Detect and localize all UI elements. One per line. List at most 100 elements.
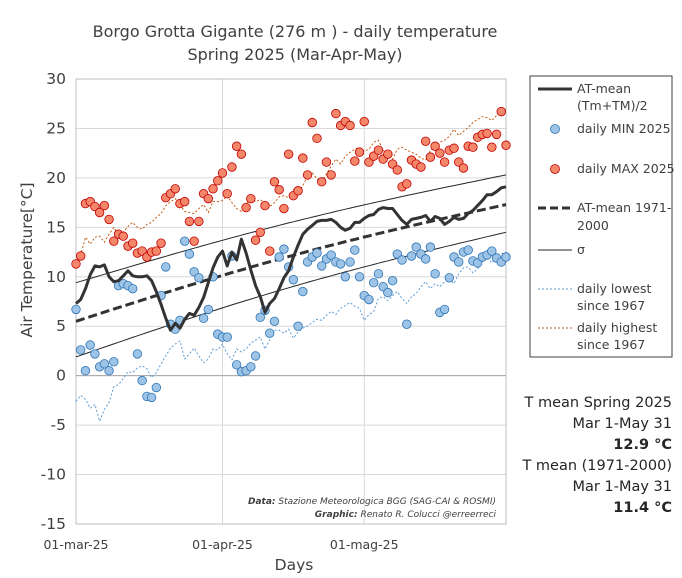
graphic-credit: Graphic: Renato R. Colucci @erreerreci — [315, 510, 497, 520]
data-credit: Data: Stazione Meteorologica BGG (SAG-CA… — [248, 497, 496, 507]
max-point — [402, 179, 412, 189]
min-point — [439, 304, 450, 315]
x-tick-label: 01-mar-25 — [43, 537, 108, 552]
summary-clim-period: Mar 1-May 31 — [572, 479, 672, 495]
min-point — [246, 362, 256, 372]
max-point — [217, 168, 228, 178]
max-point — [373, 145, 384, 155]
legend-lowest-label-2: since 1967 — [577, 298, 645, 313]
min-point — [184, 249, 195, 259]
legend-mean-label: AT-mean — [577, 81, 631, 96]
max-point — [274, 185, 284, 195]
min-point — [137, 375, 147, 386]
summary-2025-value: 12.9 °C — [613, 437, 672, 453]
min-point — [99, 359, 110, 369]
max-point — [255, 227, 265, 237]
summary-clim-label: T mean (1971-2000) — [522, 458, 672, 474]
max-point — [184, 216, 195, 227]
min-point — [387, 276, 398, 286]
max-point — [487, 142, 497, 152]
legend-sigma-label: σ — [577, 242, 585, 257]
max-point — [104, 214, 114, 225]
min-point — [231, 360, 242, 370]
min-point — [132, 349, 143, 359]
y-tick-label: 25 — [46, 119, 66, 137]
max-point — [265, 246, 275, 256]
max-point — [435, 148, 445, 158]
max-point — [458, 163, 469, 173]
max-point — [208, 184, 218, 194]
min-point — [85, 340, 95, 350]
max-point — [307, 117, 317, 128]
max-point — [231, 141, 242, 151]
max-point — [293, 186, 303, 196]
min-point — [250, 351, 261, 361]
max-point — [326, 170, 336, 180]
summary-panel: T mean Spring 2025 Mar 1-May 31 12.9 °C … — [500, 393, 672, 519]
min-point — [288, 275, 299, 285]
y-tick-label: -15 — [41, 515, 66, 533]
summary-clim-value: 11.4 °C — [613, 500, 672, 516]
legend-min-swatch — [550, 124, 560, 134]
max-point — [246, 193, 256, 204]
max-point — [496, 106, 506, 117]
min-point — [317, 261, 327, 271]
min-point — [340, 272, 351, 282]
max-point — [71, 259, 81, 269]
min-point — [265, 328, 275, 338]
max-point — [321, 157, 332, 167]
legend-highest-label: daily highest — [577, 320, 657, 335]
min-point — [90, 349, 100, 359]
min-point — [454, 257, 464, 267]
min-point — [364, 294, 374, 305]
min-point — [222, 332, 232, 342]
min-point — [425, 242, 436, 252]
min-point — [71, 304, 81, 315]
max-point — [151, 246, 162, 256]
min-point — [373, 269, 384, 279]
min-point — [411, 242, 421, 252]
max-point — [350, 156, 360, 166]
min-point — [406, 251, 417, 261]
legend-mean-label-2: (Tm+TM)/2 — [577, 98, 648, 113]
min-point — [128, 283, 138, 294]
max-point — [359, 116, 369, 127]
max-point — [189, 236, 199, 246]
max-point — [99, 200, 110, 211]
min-point — [368, 278, 379, 288]
y-tick-label: 15 — [46, 218, 66, 236]
max-point — [269, 177, 280, 187]
legend: AT-mean (Tm+TM)/2 daily MIN 2025 daily M… — [529, 75, 675, 358]
max-point — [118, 231, 128, 241]
max-point — [156, 238, 166, 248]
summary-2025-label: T mean Spring 2025 — [524, 395, 673, 411]
y-tick-label: -5 — [51, 416, 66, 434]
y-axis-label: Air Temperature[°C] — [18, 182, 36, 337]
min-point — [298, 286, 308, 297]
legend-max-label: daily MAX 2025 — [577, 161, 675, 176]
max-point — [383, 149, 393, 159]
max-point — [449, 143, 459, 153]
max-point — [420, 136, 431, 147]
max-point — [222, 189, 232, 199]
y-tick-label: 30 — [46, 70, 66, 88]
min-point — [179, 236, 190, 246]
max-point — [312, 133, 322, 144]
plot-area — [71, 106, 511, 423]
min-point — [397, 255, 407, 265]
min-point — [501, 252, 511, 262]
max-point — [241, 202, 251, 213]
x-axis-label: Days — [275, 556, 314, 574]
max-point — [213, 176, 223, 186]
legend-box — [529, 75, 673, 358]
y-tick-label: 0 — [56, 367, 66, 385]
max-point — [279, 203, 289, 214]
chart-title-line2: Spring 2025 (Mar-Apr-May) — [187, 45, 402, 64]
max-point — [76, 251, 86, 261]
max-point — [430, 141, 440, 151]
min-point — [487, 246, 497, 256]
max-point — [317, 177, 327, 187]
min-point — [151, 382, 162, 393]
min-point — [80, 366, 91, 376]
y-tick-label: 5 — [56, 317, 66, 335]
